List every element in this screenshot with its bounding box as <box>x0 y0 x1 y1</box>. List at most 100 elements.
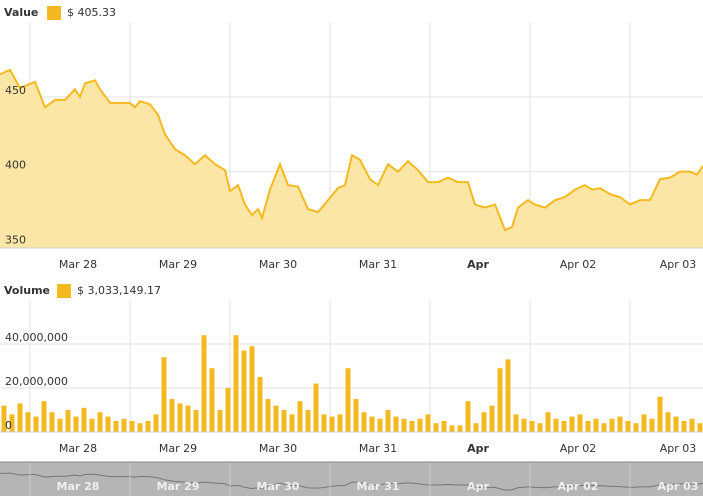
bar <box>97 412 103 432</box>
x-tick-label: Mar 28 <box>59 258 97 271</box>
bar <box>113 421 119 432</box>
bar <box>361 412 367 432</box>
bar <box>545 412 551 432</box>
bar <box>697 423 703 432</box>
bar <box>289 414 295 432</box>
bar <box>129 421 135 432</box>
y-tick-label: 450 <box>5 84 26 97</box>
navigator <box>0 462 703 496</box>
bar <box>49 412 55 432</box>
bar <box>137 423 143 432</box>
navigator-tick-label: Mar 30 <box>257 480 300 493</box>
bar <box>441 421 447 432</box>
bar <box>657 396 663 432</box>
bar <box>201 335 207 432</box>
bar <box>17 403 23 432</box>
bar <box>321 414 327 432</box>
bar <box>217 410 223 432</box>
x-tick-label: Apr 02 <box>560 258 597 271</box>
bar <box>249 346 255 432</box>
bar <box>145 421 151 432</box>
bar <box>41 401 47 432</box>
legend-swatch <box>57 284 71 298</box>
navigator-tick-label: Apr 02 <box>558 480 599 493</box>
bar <box>81 407 87 432</box>
bar <box>89 418 95 432</box>
bar <box>257 377 263 432</box>
bar <box>121 418 127 432</box>
bar <box>473 423 479 432</box>
legend-title: Value <box>4 6 38 19</box>
bar <box>233 335 239 432</box>
bar <box>193 410 199 432</box>
y-tick-label: 350 <box>5 234 26 247</box>
bar <box>377 418 383 432</box>
x-tick-label: Apr <box>467 258 489 271</box>
x-tick-label: Mar 30 <box>259 442 297 455</box>
y-tick-label: 20,000,000 <box>5 375 68 388</box>
bar <box>665 412 671 432</box>
bar <box>601 423 607 432</box>
bar <box>225 388 231 432</box>
navigator-tick-label: Mar 29 <box>157 480 200 493</box>
bar <box>457 425 463 432</box>
navigator-tick-label: Mar 31 <box>357 480 400 493</box>
navigator-line <box>0 472 703 491</box>
x-tick-label: Mar 30 <box>259 258 297 271</box>
navigator-tick-label: Apr <box>467 480 489 493</box>
bar <box>25 412 31 432</box>
y-tick-label: 40,000,000 <box>5 331 68 344</box>
navigator-tick-label: Apr 03 <box>658 480 699 493</box>
x-tick-label: Apr <box>467 442 489 455</box>
legend-title: Volume <box>4 284 50 297</box>
bar <box>241 350 247 432</box>
bar <box>585 421 591 432</box>
bar <box>153 414 159 432</box>
bar <box>649 418 655 432</box>
bar <box>313 383 319 432</box>
bar <box>161 357 167 432</box>
bar <box>297 401 303 432</box>
bar <box>673 416 679 432</box>
bar <box>641 414 647 432</box>
x-tick-label: Apr 02 <box>560 442 597 455</box>
bar <box>337 414 343 432</box>
bar <box>609 418 615 432</box>
navigator-tick-label: Mar 28 <box>57 480 100 493</box>
bar <box>73 416 79 432</box>
x-tick-label: Mar 29 <box>159 442 197 455</box>
bar <box>569 416 575 432</box>
bar <box>505 359 511 432</box>
bar <box>577 414 583 432</box>
bar <box>449 425 455 432</box>
y-tick-label: 0 <box>5 419 12 432</box>
bar <box>625 421 631 432</box>
bar <box>513 414 519 432</box>
bar <box>273 405 279 432</box>
bar <box>265 399 271 432</box>
bar <box>209 368 215 432</box>
bar <box>393 416 399 432</box>
bar <box>553 418 559 432</box>
bar <box>385 410 391 432</box>
legend-value: $ 405.33 <box>67 6 116 19</box>
y-tick-label: 400 <box>5 159 26 172</box>
bar <box>633 423 639 432</box>
bar <box>537 423 543 432</box>
legend-value: $ 3,033,149.17 <box>77 284 161 297</box>
bar <box>105 416 111 432</box>
x-tick-label: Mar 31 <box>359 258 397 271</box>
bar <box>177 403 183 432</box>
bar <box>345 368 351 432</box>
bar <box>401 418 407 432</box>
bar <box>369 416 375 432</box>
bar <box>281 410 287 432</box>
x-tick-label: Mar 29 <box>159 258 197 271</box>
bar <box>417 418 423 432</box>
bar <box>489 405 495 432</box>
bar <box>681 421 687 432</box>
bar <box>529 421 535 432</box>
legend-swatch <box>47 6 61 20</box>
bar <box>33 416 39 432</box>
bar <box>409 421 415 432</box>
